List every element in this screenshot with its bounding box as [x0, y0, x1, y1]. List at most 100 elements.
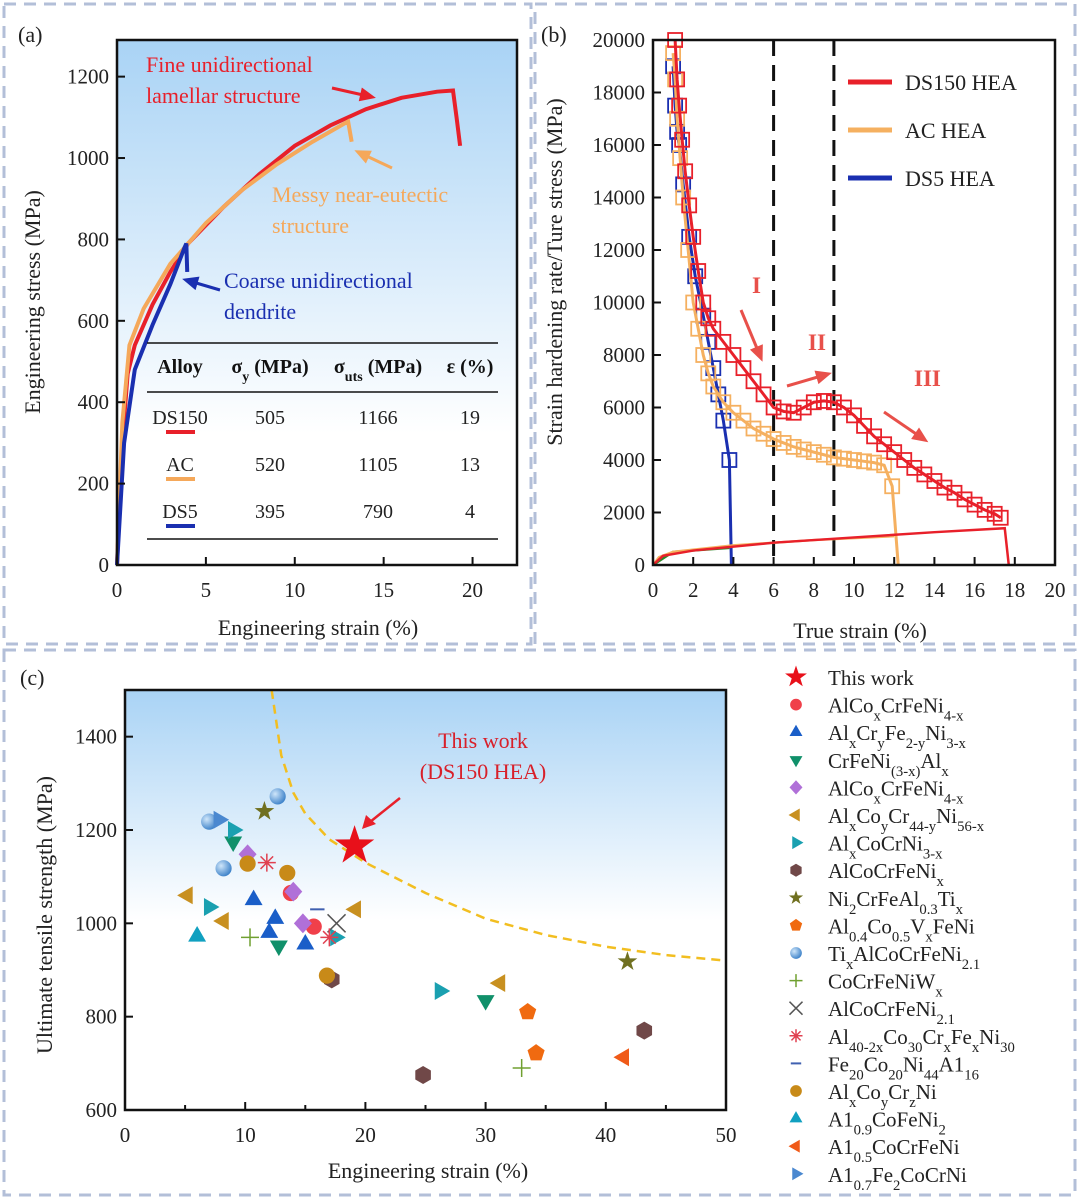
legend-marker [789, 1111, 803, 1123]
square-marker [687, 268, 704, 285]
legend-label: CoCrFeNiWx [828, 970, 943, 1001]
square-marker [765, 431, 782, 447]
y-tick-label: 14000 [593, 186, 646, 210]
x-axis-label: Engineering strain (%) [218, 615, 418, 640]
plot-background [653, 40, 1055, 565]
y-tick-label: 1000 [67, 146, 109, 170]
data-point [489, 974, 506, 993]
x-tick-label: 40 [595, 1123, 616, 1147]
plot-frame [115, 38, 519, 567]
hardening-curve [671, 53, 900, 566]
square-marker [685, 294, 702, 311]
y-tick-label: 1000 [75, 911, 117, 935]
stage-label: III [914, 366, 941, 391]
square-marker [725, 347, 742, 363]
square-marker [986, 505, 1003, 522]
square-marker [992, 509, 1009, 526]
data-point [279, 864, 296, 882]
x-axis-label: Engineering strain (%) [328, 1158, 528, 1183]
data-point [327, 913, 347, 933]
x-tick-label: 8 [809, 578, 820, 602]
data-point [260, 922, 279, 938]
y-tick-label: 2000 [603, 501, 645, 525]
y-tick-label: 10000 [593, 291, 646, 315]
y-tick-label: 800 [78, 227, 110, 251]
data-point [228, 821, 244, 839]
annotation-text: structure [272, 213, 349, 238]
square-marker [856, 453, 872, 470]
table-cell: AC [166, 454, 194, 476]
y-axis-label: Engineering stress (MPa) [20, 190, 45, 414]
data-point [293, 913, 312, 934]
table-cell: 395 [255, 501, 285, 523]
square-marker [785, 438, 802, 455]
legend-marker [790, 863, 802, 877]
legend-label: Al0.4Co0.5VxFeNi [828, 914, 975, 945]
data-point [476, 995, 495, 1011]
square-marker [690, 263, 707, 279]
data-point [519, 1003, 537, 1020]
table-cell: 505 [255, 407, 285, 429]
legend-marker [789, 974, 803, 988]
arrowhead-icon [354, 150, 372, 164]
x-tick-label: 20 [462, 578, 483, 602]
y-tick-label: 200 [78, 472, 110, 496]
square-marker [826, 449, 842, 466]
legend-marker [785, 665, 807, 687]
table-cell: DS5 [162, 501, 198, 523]
y-tick-label: 8000 [603, 343, 645, 367]
plot-background [125, 690, 726, 1110]
square-marker [805, 394, 822, 411]
arrowhead-icon [358, 87, 376, 102]
arrowhead-icon [814, 370, 832, 385]
panel-a: (a) Engineering strain (%) Engineering str… [18, 22, 519, 640]
arrowhead-icon [911, 427, 929, 443]
data-point [213, 810, 230, 829]
legend-label: AlCoxCrFeNi4-x [828, 776, 964, 807]
legend-label: Al40-2xCo30CrxFexNi30 [828, 1025, 1015, 1056]
table-header: σuts (MPa) [334, 356, 422, 385]
y-tick-label: 400 [78, 390, 110, 414]
y-tick-label: 0 [635, 553, 646, 577]
y-tick-label: 1400 [75, 725, 117, 749]
square-marker [715, 333, 732, 350]
stage-label: II [808, 330, 826, 355]
legend-marker [788, 1139, 800, 1153]
annotation-arrow [369, 797, 401, 823]
square-marker [795, 399, 812, 416]
square-marker [976, 501, 993, 518]
square-marker [956, 491, 973, 508]
legend-marker [788, 890, 804, 904]
legend-marker [789, 780, 803, 795]
square-marker [681, 197, 698, 214]
square-marker [866, 454, 882, 471]
square-marker [745, 373, 762, 390]
data-point [224, 836, 243, 853]
data-point [345, 900, 361, 919]
legend-label: AlCoxCrFeNi4-x [828, 694, 964, 725]
panel-label: (b) [541, 22, 567, 47]
legend-label: A10.9CoFeNi2 [828, 1108, 946, 1139]
square-marker [721, 452, 738, 468]
legend-label: CrFeNi(3-x)Alx [828, 749, 949, 780]
square-marker [775, 403, 792, 420]
x-tick-label: 14 [924, 578, 946, 602]
square-marker [805, 444, 822, 461]
square-marker [695, 347, 712, 363]
data-point [434, 982, 451, 1000]
curve-ds150 [115, 88, 463, 566]
x-tick-label: 30 [475, 1123, 496, 1147]
y-tick-label: 1200 [67, 65, 109, 89]
panel-label: (a) [18, 22, 42, 47]
data-point [188, 926, 207, 942]
legend-label: AlxCryFe2-yNi3-x [828, 721, 967, 752]
annotation-text: Fine unidirectional [146, 52, 313, 77]
square-marker [745, 420, 762, 437]
data-point [512, 1059, 531, 1077]
data-point [244, 889, 263, 906]
y-axis-label: Ultimate tensile strength (MPa) [32, 776, 57, 1054]
square-marker [685, 228, 702, 245]
legend-marker [788, 1001, 804, 1016]
square-marker [775, 435, 792, 451]
x-tick-label: 4 [728, 578, 739, 602]
